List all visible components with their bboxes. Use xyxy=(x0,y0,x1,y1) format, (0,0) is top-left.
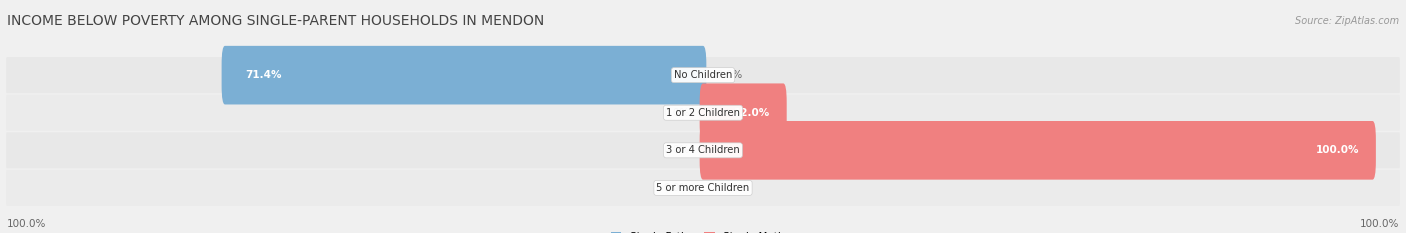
Text: 12.0%: 12.0% xyxy=(734,108,770,118)
FancyBboxPatch shape xyxy=(6,95,1400,131)
FancyBboxPatch shape xyxy=(6,57,1400,93)
Text: 100.0%: 100.0% xyxy=(1316,145,1360,155)
FancyBboxPatch shape xyxy=(700,121,1376,180)
Text: 0.0%: 0.0% xyxy=(664,183,689,193)
Text: Source: ZipAtlas.com: Source: ZipAtlas.com xyxy=(1295,16,1399,26)
FancyBboxPatch shape xyxy=(6,132,1400,168)
Text: 0.0%: 0.0% xyxy=(717,70,742,80)
Text: 5 or more Children: 5 or more Children xyxy=(657,183,749,193)
Legend: Single Father, Single Mother: Single Father, Single Mother xyxy=(607,228,799,233)
FancyBboxPatch shape xyxy=(6,170,1400,206)
Text: 0.0%: 0.0% xyxy=(717,183,742,193)
Text: INCOME BELOW POVERTY AMONG SINGLE-PARENT HOUSEHOLDS IN MENDON: INCOME BELOW POVERTY AMONG SINGLE-PARENT… xyxy=(7,14,544,28)
Text: 100.0%: 100.0% xyxy=(1360,219,1399,229)
Text: No Children: No Children xyxy=(673,70,733,80)
Text: 0.0%: 0.0% xyxy=(664,108,689,118)
FancyBboxPatch shape xyxy=(222,46,706,104)
Text: 1 or 2 Children: 1 or 2 Children xyxy=(666,108,740,118)
Text: 71.4%: 71.4% xyxy=(245,70,281,80)
Text: 3 or 4 Children: 3 or 4 Children xyxy=(666,145,740,155)
Text: 100.0%: 100.0% xyxy=(7,219,46,229)
Text: 0.0%: 0.0% xyxy=(664,145,689,155)
FancyBboxPatch shape xyxy=(700,83,787,142)
